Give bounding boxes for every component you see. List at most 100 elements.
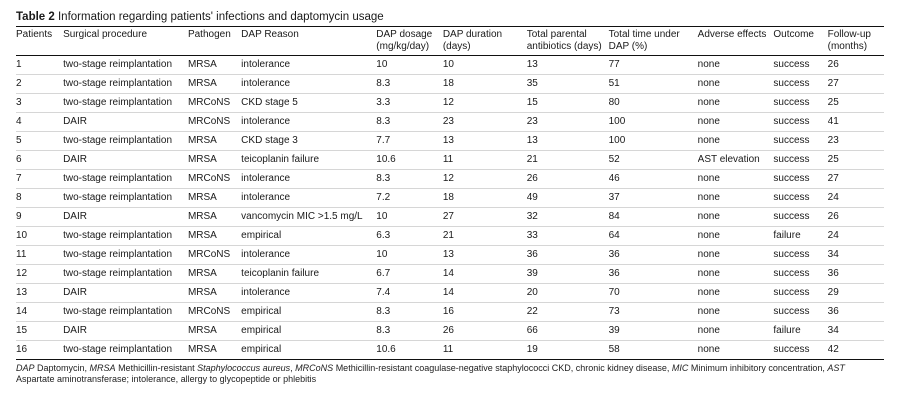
table-cell: 10 xyxy=(16,226,64,246)
table-cell: 36 xyxy=(827,264,884,284)
table-cell: 8.3 xyxy=(376,302,443,322)
table-cell: 21 xyxy=(526,150,609,170)
table-cell: 23 xyxy=(442,112,527,132)
table-cell: none xyxy=(697,112,774,132)
table-row: 10 two-stage reimplantation MRSA empirical 6… xyxy=(16,226,884,246)
table-cell: 8.3 xyxy=(376,74,443,94)
table-cell: MRSA xyxy=(187,321,242,341)
table-cell: MRSA xyxy=(187,264,242,284)
table-cell: two-stage reimplantation xyxy=(63,245,188,265)
table-row: 8 two-stage reimplantation MRSA intolerance… xyxy=(16,188,884,208)
table-cell: success xyxy=(773,283,828,303)
table-cell: none xyxy=(697,188,774,208)
table-cell: two-stage reimplantation xyxy=(63,169,188,189)
table-cell: 39 xyxy=(608,321,698,341)
table-cell: 26 xyxy=(827,55,884,75)
table-cell: 22 xyxy=(526,302,609,322)
table-cell: success xyxy=(773,302,828,322)
table-cell: 12 xyxy=(16,264,64,284)
table-cell: 27 xyxy=(442,207,527,227)
table-cell: success xyxy=(773,169,828,189)
table-cell: CKD stage 5 xyxy=(241,93,377,113)
column-header: Surgical procedure xyxy=(63,26,188,56)
footnote-segment: Staphylococcus aureus xyxy=(197,363,291,373)
table-cell: 6 xyxy=(16,150,64,170)
table-cell: empirical xyxy=(241,340,377,360)
footnote-segment: MRSA xyxy=(89,363,116,373)
table-cell: none xyxy=(697,321,774,341)
table-container: Table 2 Information regarding patients' … xyxy=(16,10,884,385)
table-cell: intolerance xyxy=(241,55,377,75)
table-cell: teicoplanin failure xyxy=(241,264,377,284)
footnote-segment: Aspartate aminotransferase; intolerance,… xyxy=(16,374,317,384)
footnote-segment: Methicillin-resistant xyxy=(115,363,198,373)
table-row: 11 two-stage reimplantation MRCoNS intolera… xyxy=(16,245,884,265)
table-cell: teicoplanin failure xyxy=(241,150,377,170)
table-cell: 9 xyxy=(16,207,64,227)
table-cell: two-stage reimplantation xyxy=(63,93,188,113)
table-cell: 10 xyxy=(442,55,527,75)
table-cell: none xyxy=(697,302,774,322)
table-cell: 8.3 xyxy=(376,321,443,341)
table-cell: 23 xyxy=(526,112,609,132)
table-cell: MRCoNS xyxy=(187,169,242,189)
column-header: Total time under DAP (%) xyxy=(608,26,698,56)
table-cell: MRSA xyxy=(187,283,242,303)
table-cell: 58 xyxy=(608,340,698,360)
table-cell: MRCoNS xyxy=(187,112,242,132)
table-cell: success xyxy=(773,245,828,265)
table-cell: 66 xyxy=(526,321,609,341)
table-cell: success xyxy=(773,93,828,113)
table-cell: 4 xyxy=(16,112,64,132)
table-cell: none xyxy=(697,131,774,151)
table-cell: 12 xyxy=(442,169,527,189)
table-cell: 36 xyxy=(526,245,609,265)
table-cell: two-stage reimplantation xyxy=(63,302,188,322)
table-cell: 37 xyxy=(608,188,698,208)
table-cell: empirical xyxy=(241,302,377,322)
table-cell: 100 xyxy=(608,112,698,132)
table-cell: 13 xyxy=(442,245,527,265)
footnote-segment: AST xyxy=(827,363,845,373)
table-cell: MRSA xyxy=(187,74,242,94)
table-cell: 73 xyxy=(608,302,698,322)
table-cell: 25 xyxy=(827,150,884,170)
table-cell: 51 xyxy=(608,74,698,94)
table-cell: DAIR xyxy=(63,150,188,170)
table-cell: 46 xyxy=(608,169,698,189)
table-cell: two-stage reimplantation xyxy=(63,226,188,246)
table-row: 4 DAIR MRCoNS intolerance 8.3 23 23 100 none succ… xyxy=(16,112,884,132)
table-cell: DAIR xyxy=(63,283,188,303)
table-cell: none xyxy=(697,55,774,75)
table-cell: two-stage reimplantation xyxy=(63,340,188,360)
table-cell: 13 xyxy=(526,131,609,151)
table-cell: 25 xyxy=(827,93,884,113)
table-cell: 49 xyxy=(526,188,609,208)
table-cell: success xyxy=(773,207,828,227)
table-cell: none xyxy=(697,93,774,113)
table-cell: 84 xyxy=(608,207,698,227)
column-header: Adverse effects xyxy=(697,26,774,56)
table-cell: two-stage reimplantation xyxy=(63,55,188,75)
table-title: Information regarding patients' infectio… xyxy=(57,11,384,23)
table-cell: 13 xyxy=(16,283,64,303)
table-cell: none xyxy=(697,283,774,303)
table-cell: 1 xyxy=(16,55,64,75)
table-cell: DAIR xyxy=(63,207,188,227)
table-cell: 11 xyxy=(442,150,527,170)
table-cell: 52 xyxy=(608,150,698,170)
table-cell: 26 xyxy=(827,207,884,227)
table-cell: 15 xyxy=(16,321,64,341)
table-row: 2 two-stage reimplantation MRSA intolerance… xyxy=(16,74,884,94)
table-cell: 35 xyxy=(526,74,609,94)
column-header: Total parental antibiotics (days) xyxy=(526,26,609,56)
table-cell: empirical xyxy=(241,226,377,246)
table-cell: MRSA xyxy=(187,188,242,208)
table-cell: 11 xyxy=(16,245,64,265)
table-cell: none xyxy=(697,226,774,246)
table-cell: 80 xyxy=(608,93,698,113)
table-cell: 36 xyxy=(827,302,884,322)
table-cell: 77 xyxy=(608,55,698,75)
table-cell: 100 xyxy=(608,131,698,151)
table-cell: intolerance xyxy=(241,245,377,265)
